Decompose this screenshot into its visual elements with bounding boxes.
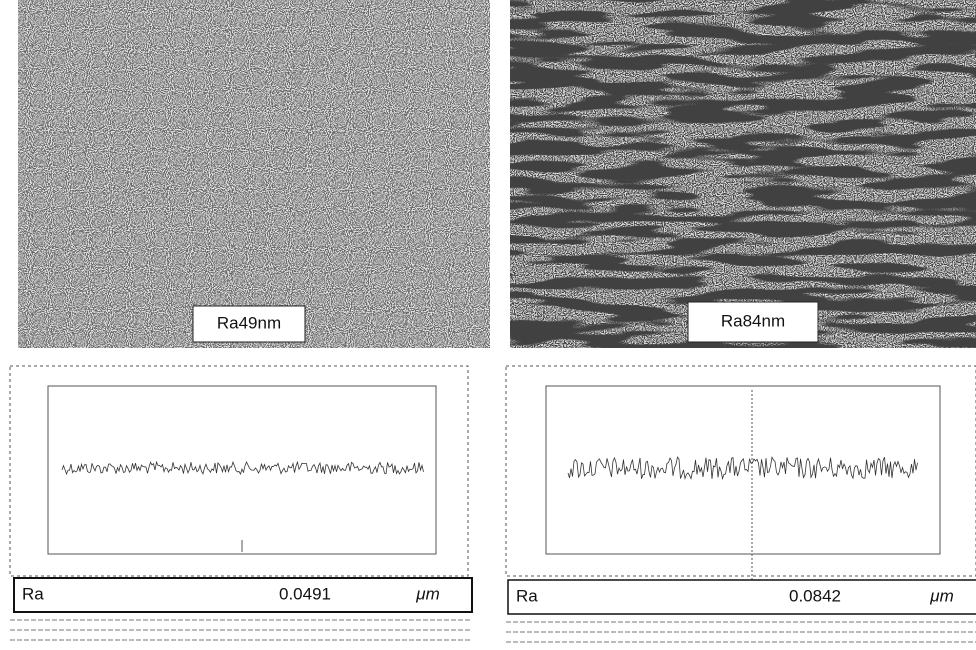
label-box: [687, 301, 819, 343]
ra-boxes: [13, 577, 976, 615]
param-name: Ra: [516, 586, 538, 605]
profile-frames: [9, 365, 976, 580]
trace: [61, 460, 424, 476]
profile-traces: [61, 456, 918, 481]
param-unit: μm: [415, 584, 439, 603]
micrograph-texture: [510, 0, 976, 348]
param-unit: μm: [929, 586, 953, 605]
image-label: Ra49nm: [217, 313, 281, 332]
param-value: 0.0842: [789, 586, 841, 605]
label-box: [192, 305, 306, 343]
table-lines: [10, 619, 976, 643]
param-value: 0.0491: [279, 584, 331, 603]
image-label: Ra84nm: [721, 311, 785, 330]
micrograph-texture: [18, 0, 490, 348]
param-name: Ra: [22, 584, 44, 603]
trace: [567, 456, 918, 481]
